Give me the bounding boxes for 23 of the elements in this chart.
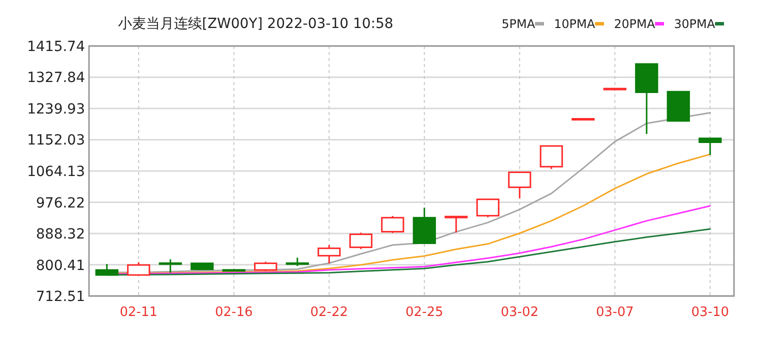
candlestick (572, 118, 595, 121)
x-tick-label: 02-22 (310, 305, 348, 320)
x-tick-label: 03-10 (691, 305, 730, 320)
x-tick-label: 02-11 (120, 305, 158, 320)
y-tick-label: 1064.13 (27, 164, 85, 180)
y-tick-label: 976.22 (36, 195, 85, 212)
x-tick-label: 03-02 (500, 305, 539, 320)
candlestick (222, 269, 246, 272)
chart-title: 小麦当月连续[ZW00Y] 2022-03-10 10:58 (118, 16, 394, 32)
y-tick-label: 712.51 (36, 289, 85, 305)
y-tick-label: 1415.74 (27, 39, 86, 55)
y-tick-label: 1327.84 (27, 70, 86, 86)
y-tick-label: 1239.93 (27, 102, 85, 118)
y-tick-label: 888.32 (36, 226, 85, 242)
y-tick-label: 800.41 (36, 258, 85, 274)
y-tick-label: 1152.03 (27, 132, 85, 149)
legend-label: 5PMA (502, 17, 536, 31)
x-tick-label: 02-16 (214, 305, 253, 320)
legend-label: 20PMA (614, 17, 656, 31)
x-tick-label: 03-07 (596, 305, 634, 320)
x-tick-label: 02-25 (405, 305, 444, 320)
legend-label: 30PMA (674, 17, 716, 31)
legend-label: 10PMA (554, 17, 596, 31)
